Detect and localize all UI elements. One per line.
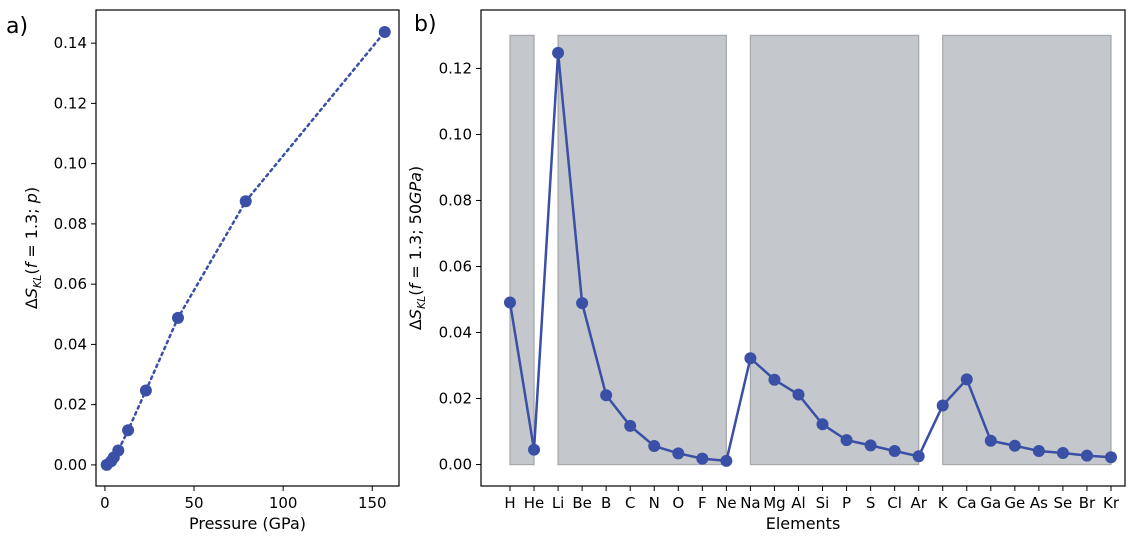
- panel-b-data-point: [936, 399, 949, 412]
- panel-a-y-tick-label: 0.14: [54, 34, 87, 52]
- panel-b-x-tick-label: Ga: [980, 494, 1001, 512]
- panel-a-data-point: [239, 195, 252, 208]
- panel-b-data-point: [696, 452, 709, 465]
- panel-a-y-tick-label: 0.08: [54, 215, 87, 233]
- panel-b-data-point: [504, 296, 516, 309]
- panel-b-x-tick-label: Be: [572, 494, 592, 512]
- panel-b-x-tick-label: He: [524, 494, 545, 512]
- panel-a-data-point: [171, 311, 184, 324]
- panel-a-x-tick-label: 150: [358, 494, 387, 512]
- panel-b-x-tick-label: Cl: [887, 494, 902, 512]
- panel-b-x-tick-label: Ar: [910, 494, 927, 512]
- panel-b-x-tick-label: Ne: [716, 494, 736, 512]
- panel-b-x-tick-label: Al: [791, 494, 805, 512]
- panel-a-y-axis-label: ΔSKL(f = 1.3; p): [22, 187, 44, 309]
- panel-b-data-point: [672, 447, 685, 460]
- panel-b-data-point: [600, 389, 613, 402]
- panel-b-shaded-group: [749, 34, 920, 466]
- panel-b-data-point: [720, 454, 733, 467]
- panel-b-x-tick-label: Se: [1054, 494, 1073, 512]
- panel-b-data-point: [1080, 449, 1093, 462]
- panel-b-data-point: [960, 373, 973, 386]
- panel-b-frame: [480, 9, 1126, 487]
- panel-b-x-tick-label: C: [625, 494, 635, 512]
- panel-b-data-point: [1008, 439, 1021, 452]
- panel-a-y-tick-label: 0.00: [54, 456, 87, 474]
- panel-a-label: a): [6, 14, 28, 39]
- panel-b-shaded-group: [557, 34, 727, 466]
- panel-b-data-point: [816, 418, 829, 431]
- panel-b-data-point: [624, 419, 637, 432]
- panel-b-x-tick-label: N: [649, 494, 660, 512]
- panel-a-y-tick-label: 0.06: [54, 275, 87, 293]
- panel-b-data-point: [912, 450, 925, 463]
- panel-b-x-tick-label: Kr: [1103, 494, 1120, 512]
- panel-b-y-tick-label: 0.06: [439, 257, 472, 275]
- panel-a-y-tick-label: 0.10: [54, 155, 87, 173]
- panel-b-x-tick-label: Ge: [1004, 494, 1025, 512]
- panel-a-x-tick-label: 0: [100, 494, 110, 512]
- panel-b-data-point: [552, 46, 565, 59]
- panel-b-label: b): [414, 12, 437, 37]
- panel-b-data-point: [840, 434, 853, 447]
- panel-a-series-line: [105, 30, 386, 467]
- panel-b-y-tick-label: 0.08: [439, 191, 472, 209]
- panel-b-x-tick-label: K: [938, 494, 949, 512]
- panel-b-y-tick-label: 0.02: [439, 390, 472, 408]
- panel-b-data-point: [1105, 451, 1117, 464]
- panel-b-x-tick-label: Na: [740, 494, 760, 512]
- panel-b-data-point: [648, 440, 661, 453]
- panel-a-data-point: [139, 384, 152, 397]
- panel-b-data-point: [1056, 446, 1069, 459]
- panel-b-x-tick-label: H: [504, 494, 515, 512]
- panel-b-x-tick-label: Si: [816, 494, 830, 512]
- panel-b-data-point: [792, 388, 805, 401]
- panel-b-x-tick-label: F: [698, 494, 707, 512]
- panel-a-x-axis-label: Pressure (GPa): [189, 514, 306, 533]
- panel-b-x-tick-label: O: [672, 494, 684, 512]
- panel-b-shaded-group: [942, 34, 1112, 466]
- panel-b: b) H He Li Be B C N O F Ne Na Mg Al Si P S Cl Ar K Ca Ga Ge As…: [406, 9, 1126, 533]
- panel-b-data-point: [744, 352, 757, 365]
- panel-a-y-tick-label: 0.12: [54, 94, 87, 112]
- panel-b-data-point: [576, 297, 589, 310]
- panel-a-data-point: [112, 444, 125, 457]
- panel-b-y-tick-label: 0.00: [439, 456, 472, 474]
- panel-b-data-point: [888, 445, 901, 458]
- panel-b-x-tick-label: P: [842, 494, 851, 512]
- panel-b-x-tick-label: Ca: [957, 494, 977, 512]
- panel-b-x-tick-label: B: [601, 494, 611, 512]
- panel-b-x-tick-label: Br: [1079, 494, 1096, 512]
- panel-b-x-tick-label: Li: [552, 494, 565, 512]
- panel-b-data-point: [1032, 445, 1045, 458]
- panel-b-data-point: [984, 434, 997, 447]
- panel-b-x-tick-label: S: [866, 494, 876, 512]
- panel-a-y-tick-label: 0.04: [54, 335, 87, 353]
- panel-b-y-axis-label: ΔSKL(f = 1.3; 50GPa): [406, 166, 428, 330]
- panel-a-y-tick-label: 0.02: [54, 396, 87, 414]
- panel-a-data-point: [122, 424, 135, 437]
- panel-a-frame: [95, 9, 400, 487]
- panel-b-x-axis-label: Elements: [766, 514, 841, 533]
- panel-b-y-tick-label: 0.10: [439, 125, 472, 143]
- panel-b-y-tick-label: 0.12: [439, 59, 472, 77]
- panel-a-data-point: [378, 25, 391, 38]
- panel-b-data-point: [528, 443, 541, 456]
- panel-b-shaded-group: [509, 34, 535, 466]
- panel-b-y-tick-label: 0.04: [439, 324, 472, 342]
- panel-b-data-point: [864, 439, 877, 452]
- panel-b-data-point: [768, 373, 781, 386]
- panel-b-x-tick-label: As: [1030, 494, 1048, 512]
- panel-a-x-tick-label: 100: [269, 494, 298, 512]
- panel-a-x-tick-label: 50: [184, 494, 203, 512]
- panel-a: a) 0 50 100 150 0.00 0.02 0.04 0.06 0.08 0.10 0.12…: [6, 9, 400, 533]
- panel-b-x-tick-label: Mg: [763, 494, 785, 512]
